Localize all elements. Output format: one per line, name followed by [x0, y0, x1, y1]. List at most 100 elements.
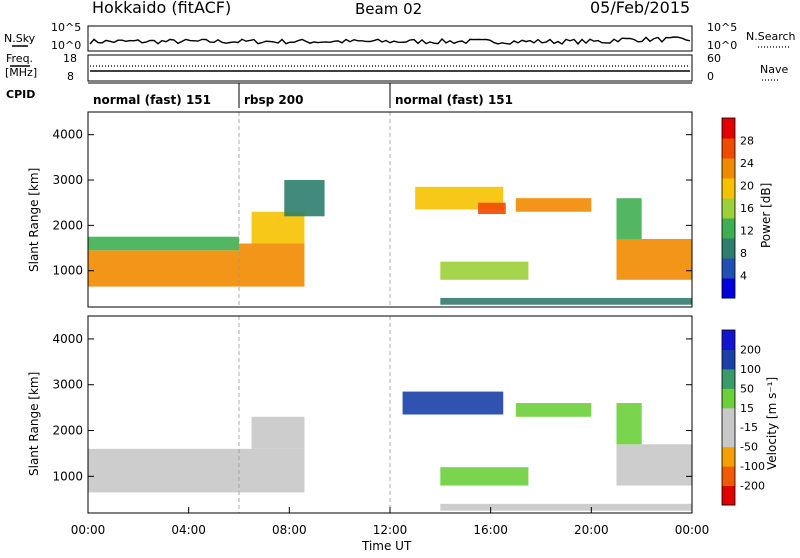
ytick-label: 1000 [52, 469, 83, 483]
freq-right-tick-bottom: 0 [707, 70, 714, 83]
cpid-panel: CPID normal (fast) 151 rbsp 200 normal (fa… [6, 82, 692, 108]
noise-panel-frame [87, 25, 693, 52]
colorbar-swatch [722, 278, 735, 299]
noise-left-label: N.Sky [4, 32, 36, 45]
colorbar-swatch [722, 349, 735, 370]
xtick-label: 20:00 [574, 523, 609, 537]
data-region [616, 403, 642, 445]
freq-label-bottom: [MHz] [5, 66, 37, 79]
colorbar-tick-label: 20 [740, 180, 754, 193]
colorbar-tick-label: -15 [740, 421, 758, 434]
xtick-label: 08:00 [272, 523, 307, 537]
colorbar-tick-label: 200 [740, 343, 761, 356]
ytick-label: 2000 [52, 218, 83, 232]
data-region [440, 261, 529, 280]
colorbar-tick-label: 100 [740, 363, 761, 376]
colorbar-tick-label: 16 [740, 202, 754, 215]
data-region [440, 503, 692, 511]
frequency-panel-frame [87, 54, 693, 82]
colorbar-swatch [722, 138, 735, 159]
data-region [515, 403, 592, 417]
freq-left-tick-bottom: 8 [67, 70, 74, 83]
radar-title: Hokkaido (fitACF) [92, 0, 231, 17]
noise-right-tick-bottom: 10^0 [707, 39, 737, 52]
data-region [88, 236, 239, 251]
colorbar-swatch [722, 446, 735, 467]
nave-label: Nave [760, 63, 788, 76]
colorbar-swatch [722, 485, 735, 506]
colorbar-tick-label: -200 [740, 480, 765, 493]
colorbar-tick-label: 8 [740, 247, 747, 260]
data-region [616, 238, 692, 280]
colorbar-swatch [722, 330, 735, 350]
data-region [284, 180, 325, 217]
cpid-segments: normal (fast) 151 rbsp 200 normal (fast) 1… [93, 83, 513, 108]
colorbar-tick-label: -50 [740, 441, 758, 454]
velocity-ylabel: Slant Range [km] [27, 372, 41, 476]
colorbar-tick-label: 4 [740, 270, 747, 283]
noise-right-label: N.Search [746, 30, 796, 43]
colorbar-frame [721, 117, 736, 299]
colorbar-swatch [722, 427, 735, 448]
colorbar-swatch [722, 258, 735, 279]
freq-left-tick-top: 18 [63, 52, 77, 65]
data-region [616, 198, 642, 239]
power-panel-frame [87, 111, 693, 308]
velocity-yticks: 1000 2000 3000 4000 [52, 332, 692, 483]
data-region [440, 297, 692, 305]
colorbar-swatch [722, 407, 735, 428]
power-panel: Slant Range [km] 1000 2000 3000 4000 4 8 12 16… [27, 111, 773, 308]
power-colorbar-label: Power [dB] [759, 183, 773, 248]
colorbar-frame [721, 329, 736, 506]
colorbar-swatch [722, 118, 735, 139]
power-data-area [88, 112, 692, 307]
power-yticks: 1000 2000 3000 4000 [52, 128, 692, 278]
colorbar-swatch [722, 198, 735, 219]
ytick-label: 2000 [52, 424, 83, 438]
colorbar-swatch [722, 218, 735, 239]
cpid-label: CPID [6, 88, 35, 101]
noise-left-tick-top: 10^5 [51, 21, 81, 34]
velocity-data-area [88, 316, 692, 513]
velocity-colorbar: -200 -100 -50 -15 15 50 100 200 [721, 329, 765, 506]
xtick-label: 00:00 [71, 523, 106, 537]
ytick-label: 1000 [52, 264, 83, 278]
velocity-colorbar-label: Velocity [m s⁻¹] [765, 377, 779, 470]
freq-right-tick-top: 60 [707, 52, 721, 65]
noise-right-tick-top: 10^5 [707, 21, 737, 34]
colorbar-tick-label: 15 [740, 402, 754, 415]
data-region [88, 250, 239, 287]
colorbar-swatch [722, 238, 735, 259]
data-region [515, 198, 592, 212]
data-region [440, 467, 529, 486]
noise-panel: N.Sky 10^5 10^0 10^5 10^0 N.Search [4, 21, 796, 52]
cpid-segment-label: normal (fast) 151 [395, 93, 513, 107]
noise-left-tick-bottom: 10^0 [51, 39, 81, 52]
colorbar-swatch [722, 178, 735, 199]
xtick-label: 04:00 [171, 523, 206, 537]
colorbar-tick-label: -100 [740, 460, 765, 473]
freq-label-top: Freq. [6, 52, 33, 65]
colorbar-tick-label: 28 [740, 135, 754, 148]
ytick-label: 4000 [52, 332, 83, 346]
beam-title: Beam 02 [355, 0, 422, 18]
data-region [251, 416, 305, 449]
colorbar-swatch [722, 158, 735, 179]
power-colorbar: 4 8 12 16 20 24 28 [721, 117, 754, 299]
ytick-label: 4000 [52, 128, 83, 142]
data-region [478, 202, 506, 215]
xtick-label: 16:00 [473, 523, 508, 537]
colorbar-swatch [722, 466, 735, 487]
colorbar-tick-label: 12 [740, 225, 754, 238]
cpid-segment-label: normal (fast) 151 [93, 93, 211, 107]
ytick-label: 3000 [52, 378, 83, 392]
xtick-label: 00:00 [675, 523, 710, 537]
velocity-xticks: 00:00 04:00 08:00 12:00 16:00 20:00 00:00 [71, 507, 710, 537]
data-region [251, 211, 305, 244]
colorbar-tick-label: 50 [740, 382, 754, 395]
colorbar-swatch [722, 388, 735, 409]
xtick-label: 12:00 [373, 523, 408, 537]
time-axis-label: Time UT [361, 539, 412, 553]
noise-sky-line [89, 36, 691, 45]
